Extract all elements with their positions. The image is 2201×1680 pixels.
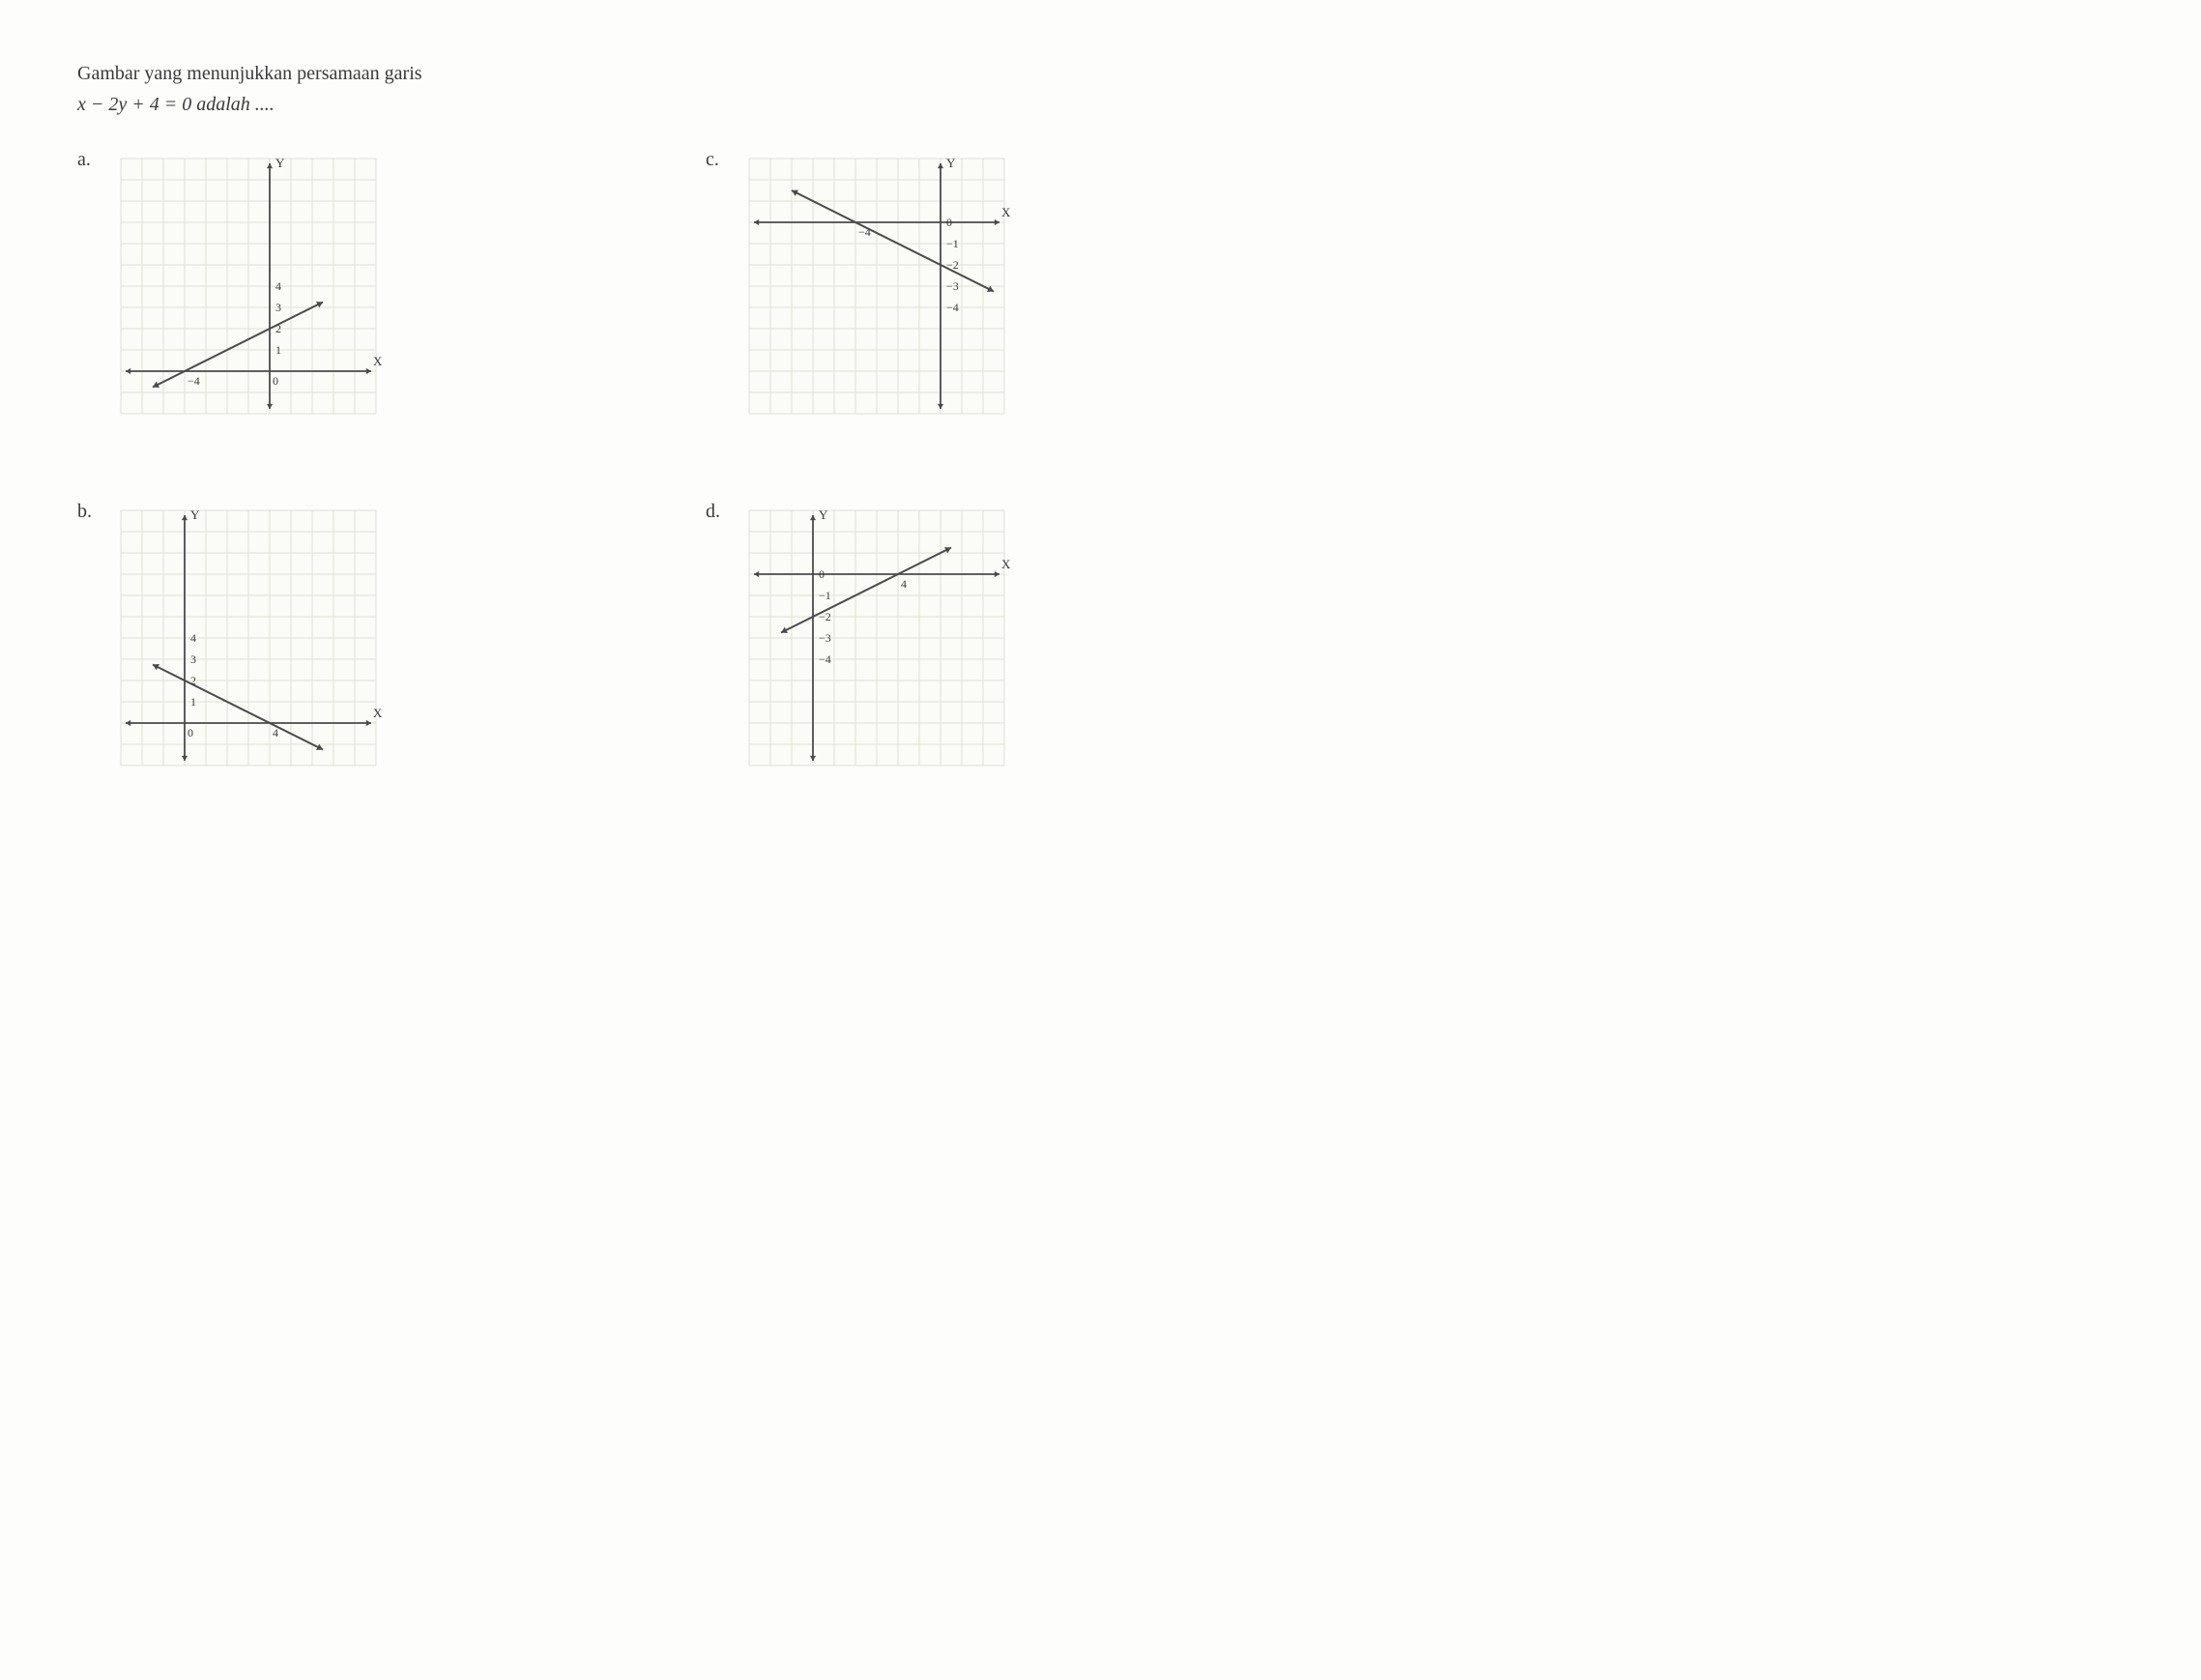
svg-text:0: 0 bbox=[819, 567, 825, 581]
svg-text:Y: Y bbox=[190, 507, 200, 522]
svg-text:0: 0 bbox=[946, 216, 952, 229]
options-grid: a.XY−401234c.XY−40−1−2−3−4b.XY041234d.XY… bbox=[77, 149, 1141, 775]
graph: XY40−1−2−3−4 bbox=[739, 501, 1014, 775]
svg-text:−4: −4 bbox=[819, 652, 831, 666]
svg-text:−1: −1 bbox=[819, 589, 831, 602]
svg-text:4: 4 bbox=[901, 577, 907, 591]
svg-text:X: X bbox=[373, 354, 383, 368]
option-label: d. bbox=[706, 501, 725, 523]
svg-text:Y: Y bbox=[946, 156, 956, 170]
svg-text:4: 4 bbox=[275, 279, 281, 293]
option-b: b.XY041234 bbox=[77, 501, 512, 775]
question-line1: Gambar yang menunjukkan persamaan garis bbox=[77, 63, 422, 84]
svg-text:X: X bbox=[1001, 205, 1011, 219]
option-c: c.XY−40−1−2−3−4 bbox=[706, 149, 1141, 423]
svg-text:1: 1 bbox=[190, 695, 196, 709]
svg-text:0: 0 bbox=[188, 726, 193, 739]
svg-text:3: 3 bbox=[275, 301, 281, 314]
svg-text:−4: −4 bbox=[946, 301, 959, 314]
graph: XY−40−1−2−3−4 bbox=[739, 149, 1014, 423]
graph: XY−401234 bbox=[111, 149, 386, 423]
question-text: Gambar yang menunjukkan persamaan garis … bbox=[77, 58, 561, 120]
svg-text:−4: −4 bbox=[188, 374, 200, 388]
svg-text:4: 4 bbox=[190, 631, 196, 645]
svg-text:Y: Y bbox=[819, 507, 828, 522]
option-label: c. bbox=[706, 149, 725, 171]
option-d: d.XY40−1−2−3−4 bbox=[706, 501, 1141, 775]
option-a: a.XY−401234 bbox=[77, 149, 512, 423]
svg-text:Y: Y bbox=[275, 156, 285, 170]
graph: XY041234 bbox=[111, 501, 386, 775]
svg-text:−1: −1 bbox=[946, 237, 959, 250]
svg-text:3: 3 bbox=[190, 652, 196, 666]
option-label: a. bbox=[77, 149, 97, 171]
svg-text:−3: −3 bbox=[819, 631, 831, 645]
svg-text:0: 0 bbox=[273, 374, 278, 388]
svg-text:−3: −3 bbox=[946, 279, 959, 293]
svg-text:X: X bbox=[1001, 557, 1011, 571]
svg-text:1: 1 bbox=[275, 343, 281, 357]
option-label: b. bbox=[77, 501, 97, 523]
svg-text:X: X bbox=[373, 706, 383, 720]
question-equation: x − 2y + 4 = 0 adalah .... bbox=[77, 94, 275, 115]
